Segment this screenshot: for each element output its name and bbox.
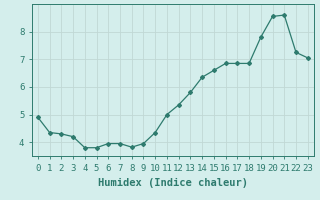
X-axis label: Humidex (Indice chaleur): Humidex (Indice chaleur) [98, 178, 248, 188]
